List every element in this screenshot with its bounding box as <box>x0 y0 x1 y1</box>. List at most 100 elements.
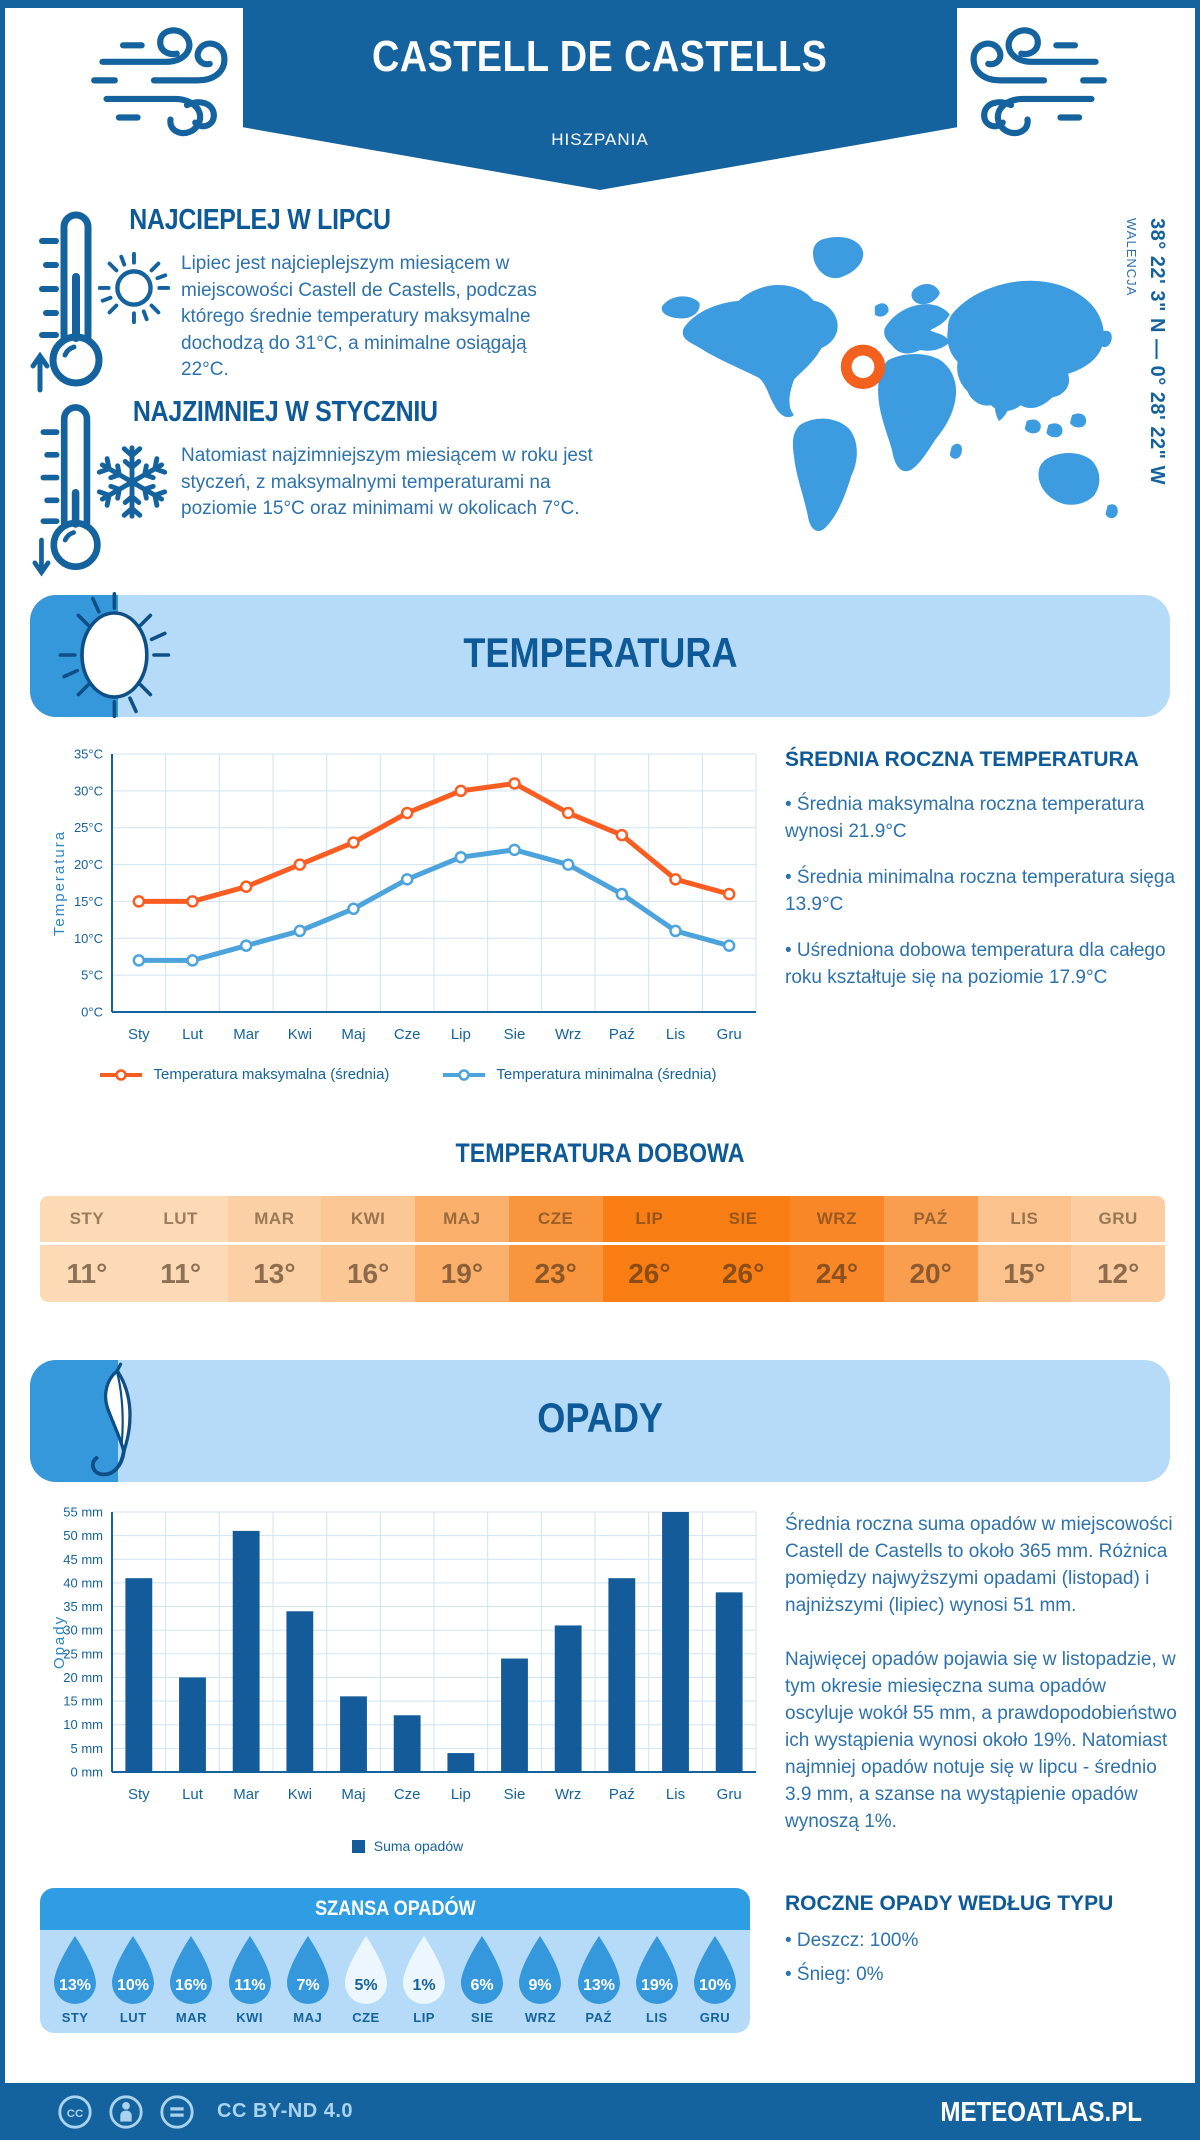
svg-text:19%: 19% <box>641 1977 673 1994</box>
banner-accent <box>30 1360 118 1482</box>
droplet-icon: 13% <box>577 1936 620 2005</box>
daily-temp-value-cell: 20° <box>883 1245 978 1302</box>
svg-text:5°C: 5°C <box>81 968 103 983</box>
svg-text:35 mm: 35 mm <box>63 1599 103 1614</box>
svg-text:15°C: 15°C <box>74 894 103 909</box>
svg-text:Gru: Gru <box>717 1026 742 1043</box>
svg-text:30°C: 30°C <box>74 783 103 798</box>
droplet-icon: 6% <box>461 1936 504 2005</box>
droplet-icon: 11% <box>228 1936 271 2005</box>
svg-text:Sty: Sty <box>128 1026 150 1043</box>
month-header-cell: MAJ <box>415 1196 509 1242</box>
rain-chance-cell: 6% SIE <box>453 1934 511 2025</box>
svg-text:Lip: Lip <box>451 1786 471 1803</box>
precipitation-type-bullets: • Deszcz: 100% • Śnieg: 0% <box>785 1928 1179 1989</box>
svg-text:Kwi: Kwi <box>288 1786 312 1803</box>
droplet-icon: 10% <box>112 1936 155 2005</box>
month-header-cell: GRU <box>1071 1196 1165 1242</box>
month-header-cell: STY <box>40 1196 134 1242</box>
rain-chance-month-label: MAR <box>175 2010 207 2025</box>
svg-text:10°C: 10°C <box>74 931 103 946</box>
daily-temp-value-cell: 16° <box>321 1245 415 1302</box>
region-label: WALENCJA <box>1124 218 1139 297</box>
sun-banner-icon <box>58 592 171 718</box>
svg-text:Gru: Gru <box>717 1786 742 1803</box>
svg-text:50 mm: 50 mm <box>63 1528 103 1543</box>
svg-text:Cze: Cze <box>394 1786 421 1803</box>
rain-chance-title: SZANSA OPADÓW <box>40 1888 750 1930</box>
rain-chance-month-label: STY <box>61 2010 89 2025</box>
svg-text:20 mm: 20 mm <box>63 1670 103 1685</box>
coordinates-text: 38° 22' 3" N — 0° 28' 22" W <box>1146 218 1168 485</box>
svg-text:Maj: Maj <box>341 1786 365 1803</box>
svg-text:0°C: 0°C <box>81 1005 103 1020</box>
rain-chance-month-label: WRZ <box>524 2010 557 2025</box>
no-derivatives-icon <box>160 2094 194 2129</box>
svg-text:Opady: Opady <box>51 1615 68 1669</box>
site-name: METEOATLAS.PL <box>940 2095 1142 2127</box>
license-label: CC BY-ND 4.0 <box>217 2100 354 2122</box>
sun-icon <box>97 251 171 325</box>
svg-text:1%: 1% <box>413 1977 436 1994</box>
legend-line-swatch <box>443 1068 486 1081</box>
svg-text:30 mm: 30 mm <box>63 1623 103 1638</box>
svg-text:25 mm: 25 mm <box>63 1646 103 1661</box>
thermometer-down-icon <box>32 404 101 577</box>
droplet-icon: 1% <box>403 1936 446 2005</box>
text-item: • Uśredniona dobowa temperatura dla całe… <box>785 939 1166 988</box>
svg-text:10 mm: 10 mm <box>63 1717 103 1732</box>
svg-text:13%: 13% <box>583 1977 615 1994</box>
rain-chance-cell: 19% LIS <box>628 1934 686 2025</box>
svg-text:Paź: Paź <box>609 1026 635 1043</box>
svg-text:Sty: Sty <box>128 1786 150 1803</box>
rain-chance-cell: 16% MAR <box>162 1934 220 2025</box>
warmest-text: Lipiec jest najcieplejszym miesiącem w m… <box>181 253 537 381</box>
month-header-cell: MAR <box>227 1196 322 1242</box>
precipitation-summary-panel: Średnia roczna suma opadów w miejscowośc… <box>785 1512 1179 1863</box>
rain-chance-cell: 13% STY <box>46 1934 104 2025</box>
droplet-icon: 16% <box>170 1936 213 2005</box>
daily-temperature-heading: TEMPERATURA DOBOWA <box>455 1138 745 1168</box>
droplet-icon: 13% <box>54 1936 97 2005</box>
rain-chance-month-label: SIE <box>471 2010 494 2025</box>
text-item: Najwięcej opadów pojawia się w listopadz… <box>785 1648 1177 1832</box>
precipitation-paragraphs: Średnia roczna suma opadów w miejscowośc… <box>785 1512 1179 1836</box>
daily-temp-value-cell: 15° <box>977 1245 1072 1302</box>
svg-text:55 mm: 55 mm <box>63 1505 103 1520</box>
precipitation-type-title: ROCZNE OPADY WEDŁUG TYPU <box>785 1892 1114 1915</box>
legend-item: Temperatura minimalna (średnia) <box>441 1066 717 1083</box>
left-border <box>0 0 5 2140</box>
svg-text:Maj: Maj <box>341 1026 365 1043</box>
page-title: CASTELL DE CASTELLS <box>372 32 828 81</box>
map-marker-center <box>852 355 874 378</box>
annual-temperature-bullets: • Średnia maksymalna roczna temperatura … <box>785 792 1179 992</box>
svg-text:0 mm: 0 mm <box>71 1765 104 1780</box>
svg-text:Lut: Lut <box>182 1786 204 1803</box>
snowflake-icon <box>96 445 168 519</box>
svg-text:Mar: Mar <box>233 1786 259 1803</box>
annual-temperature-title: ŚREDNIA ROCZNA TEMPERATURA <box>785 748 1139 771</box>
daily-temp-value-cell: 23° <box>508 1245 603 1302</box>
svg-text:5 mm: 5 mm <box>71 1741 104 1756</box>
svg-text:Lut: Lut <box>182 1026 204 1043</box>
coordinates-block: 38° 22' 3" N — 0° 28' 22" W WALENCJA <box>1124 218 1168 570</box>
rain-chance-cell: 1% LIP <box>395 1934 453 2025</box>
month-header-cell: WRZ <box>790 1196 884 1242</box>
rain-chance-droplets: 13% STY 10% LUT 16% MAR 11% KWI 7% MAJ 5% CZE 1% LIP 6… <box>40 1930 750 2033</box>
droplet-icon: 5% <box>344 1936 387 2005</box>
month-header-cell: KWI <box>321 1196 415 1242</box>
daily-temp-value-cell: 24° <box>790 1245 884 1302</box>
license-icons: CC CC BY-ND 4.0 <box>56 2093 353 2131</box>
svg-text:Paź: Paź <box>609 1786 635 1803</box>
svg-text:Temperatura: Temperatura <box>51 830 68 936</box>
svg-text:35°C: 35°C <box>74 747 103 762</box>
temperature-section-title: TEMPERATURA <box>462 629 738 676</box>
footer: CC CC BY-ND 4.0 METEOATLAS.PL <box>0 2083 1200 2140</box>
month-header-cell: LUT <box>133 1196 228 1242</box>
svg-text:6%: 6% <box>471 1977 494 1994</box>
legend-item: Suma opadów <box>351 1838 463 1854</box>
temperature-line-chart: 0°C 5°C 10°C 15°C 20°C 25°C 30°C 35°C Sty Lut Mar K… <box>51 747 757 1043</box>
svg-text:Sie: Sie <box>504 1786 526 1803</box>
month-header-cell: PAŹ <box>883 1196 978 1242</box>
header-banner: CASTELL DE CASTELLS HISZPANIA <box>243 0 957 190</box>
